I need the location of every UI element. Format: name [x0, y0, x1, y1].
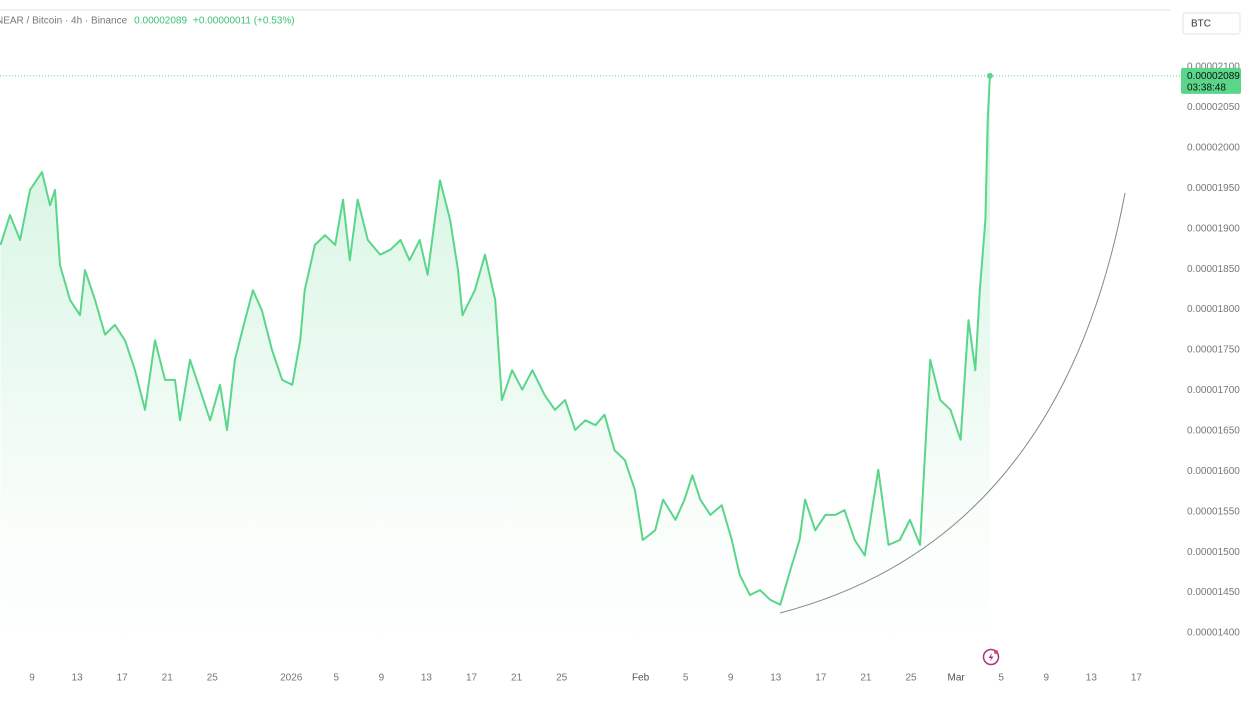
x-tick-label: 9 — [1043, 673, 1049, 684]
x-tick-label: 5 — [998, 673, 1004, 684]
x-tick-label: 2026 — [280, 673, 303, 684]
symbol-title: NEAR / Bitcoin · 4h · Binance — [0, 16, 128, 27]
price-tag — [1181, 67, 1241, 94]
x-tick-label: 17 — [1131, 673, 1143, 684]
area-fill — [0, 75, 990, 660]
x-tick-label: 21 — [860, 673, 872, 684]
x-tick-label: 21 — [511, 673, 523, 684]
x-tick-label: 21 — [162, 673, 174, 684]
y-tick-label: 0.00001900 — [1187, 223, 1240, 234]
x-tick-label: 25 — [207, 673, 219, 684]
currency-box[interactable] — [1182, 12, 1241, 35]
x-tick-label: 25 — [905, 673, 917, 684]
x-tick-label: 9 — [29, 673, 35, 684]
y-tick-label: 0.00001600 — [1187, 466, 1240, 477]
y-tick-label: 0.00002000 — [1187, 142, 1240, 153]
price-change: +0.00000011 (+0.53%) — [193, 16, 295, 27]
y-tick-label: 0.00001950 — [1187, 183, 1240, 194]
x-tick-label: 5 — [334, 673, 340, 684]
x-tick-label: 17 — [117, 673, 129, 684]
x-tick-label: 13 — [1086, 673, 1098, 684]
last-point — [986, 72, 993, 79]
y-tick-label: 0.00001800 — [1187, 304, 1240, 315]
x-tick-label: 13 — [72, 673, 84, 684]
y-tick-label: 0.00001650 — [1187, 425, 1240, 436]
y-tick-label: 0.00001750 — [1187, 345, 1240, 356]
x-tick-label: Mar — [947, 673, 965, 684]
price-tag-countdown: 03:38:48 — [1187, 83, 1226, 94]
x-tick-label: 17 — [466, 673, 478, 684]
y-tick-label: 0.00001400 — [1187, 628, 1240, 639]
price-line — [0, 75, 991, 606]
y-tick-label: 0.00001500 — [1187, 547, 1240, 558]
y-tick-label: 0.00001450 — [1187, 587, 1240, 598]
last-price: 0.00002089 — [134, 16, 187, 27]
currency-label[interactable]: BTC — [1191, 19, 1211, 30]
y-tick-label: 0.00002050 — [1187, 102, 1240, 113]
x-tick-label: 9 — [379, 673, 385, 684]
y-tick-label: 0.00002100 — [1187, 62, 1240, 73]
y-tick-label: 0.00001550 — [1187, 506, 1240, 517]
x-tick-label: 13 — [770, 673, 782, 684]
x-tick-label: 5 — [683, 673, 689, 684]
x-tick-label: 17 — [815, 673, 827, 684]
x-tick-label: 9 — [728, 673, 734, 684]
x-tick-label: 13 — [421, 673, 433, 684]
y-tick-label: 0.00001850 — [1187, 264, 1240, 275]
x-tick-label: 25 — [556, 673, 568, 684]
price-tag-label: 0.00002089 — [1187, 71, 1240, 82]
x-tick-label: Feb — [632, 673, 650, 684]
y-tick-label: 0.00001700 — [1187, 385, 1240, 396]
